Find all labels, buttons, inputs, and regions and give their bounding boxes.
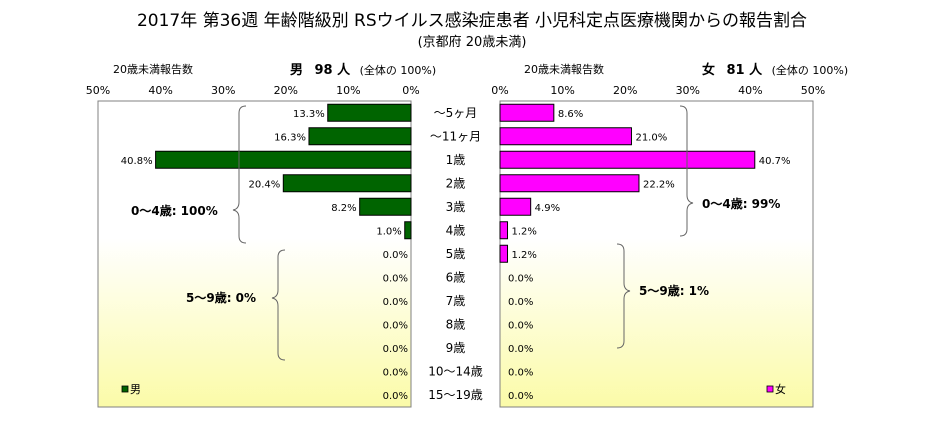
male-data-label: 20.4% — [249, 179, 281, 190]
female-data-label: 1.2% — [512, 226, 537, 237]
axis-ticks: 0% 0% 10% 10% 20% 20% 30% 30% 40% 40% 50% 50% — [86, 84, 825, 97]
female-header: 女 81 人 (全体の 100%) — [702, 59, 848, 78]
female-bracket-label-5-9: 5～9歳: 1% — [639, 283, 709, 298]
female-plot-area — [499, 100, 814, 408]
male-data-label: 13.3% — [293, 109, 325, 120]
male-bar — [282, 174, 412, 193]
male-bar — [359, 197, 412, 216]
category-label: 1歳 — [446, 153, 466, 167]
female-bracket-0-4 — [679, 105, 694, 237]
male-bar — [404, 221, 412, 240]
male-bar — [308, 127, 412, 146]
category-label: 7歳 — [446, 294, 466, 308]
male-bracket-label-0-4: 0～4歳: 100% — [131, 203, 218, 218]
male-data-label: 0.0% — [383, 320, 408, 331]
male-legend-swatch — [121, 385, 129, 393]
category-label: 6歳 — [446, 270, 466, 284]
male-tick-label: 0% — [402, 84, 419, 97]
male-gender-label: 男 — [290, 63, 304, 78]
female-legend-swatch — [766, 385, 774, 393]
male-tick-label: 20% — [274, 84, 298, 97]
male-total-note: (全体の 100%) — [359, 64, 437, 77]
female-data-label: 0.0% — [508, 297, 533, 308]
male-legend-label: 男 — [130, 383, 141, 396]
male-tick-label: 10% — [336, 84, 360, 97]
female-bar — [499, 174, 640, 193]
female-axis-caption: 20歳未満報告数 — [524, 63, 604, 76]
male-data-label: 0.0% — [383, 367, 408, 378]
female-data-label: 21.0% — [635, 132, 667, 143]
female-data-label: 0.0% — [508, 344, 533, 355]
male-bracket-label-5-9: 5～9歳: 0% — [186, 290, 256, 305]
chart-title: 2017年 第36週 年齢階級別 RSウイルス感染症患者 小児科定点医療機関から… — [136, 11, 808, 31]
category-label: ～11ヶ月 — [430, 129, 481, 143]
female-data-label: 22.2% — [643, 179, 675, 190]
category-label: 9歳 — [446, 341, 466, 355]
category-label: 10～14歳 — [428, 364, 483, 378]
male-data-label: 1.0% — [376, 226, 401, 237]
male-data-label: 8.2% — [331, 203, 356, 214]
female-count-label: 81 人 — [726, 63, 763, 78]
female-data-label: 0.0% — [508, 367, 533, 378]
female-bar — [499, 103, 555, 122]
female-bar — [499, 197, 532, 216]
female-tick-label: 30% — [676, 84, 700, 97]
male-axis-caption: 20歳未満報告数 — [113, 63, 193, 76]
male-bar — [155, 150, 412, 169]
category-label: 8歳 — [446, 317, 466, 331]
male-data-label: 40.8% — [121, 156, 153, 167]
male-data-label: 0.0% — [383, 273, 408, 284]
female-data-label: 0.0% — [508, 273, 533, 284]
male-data-label: 0.0% — [383, 391, 408, 402]
female-tick-label: 10% — [550, 84, 574, 97]
female-data-label: 8.6% — [558, 109, 583, 120]
male-tick-label: 50% — [86, 84, 110, 97]
category-label: 15～19歳 — [428, 388, 483, 402]
female-data-label: 0.0% — [508, 320, 533, 331]
male-bracket-0-4 — [232, 105, 247, 244]
female-bar — [499, 150, 756, 169]
female-tick-label: 40% — [738, 84, 762, 97]
female-data-label: 1.2% — [512, 250, 537, 261]
category-label: 5歳 — [446, 247, 466, 261]
chart-subtitle: (京都府 20歳未満) — [417, 35, 527, 50]
female-bar — [499, 244, 509, 263]
female-total-note: (全体の 100%) — [771, 64, 849, 77]
female-data-label: 0.0% — [508, 391, 533, 402]
male-tick-label: 40% — [148, 84, 172, 97]
male-bars: 13.3% 16.3% 40.8% 20.4% 8.2% 1.0% 0.0% 0.0% 0.0%… — [121, 103, 412, 402]
female-bracket-5-9 — [616, 243, 631, 349]
category-labels: ～5ヶ月 ～11ヶ月 1歳 2歳 3歳 4歳 5歳 6歳 7歳 8歳 9歳 10～14歳 15～19歳 — [428, 106, 483, 402]
male-data-label: 16.3% — [274, 132, 306, 143]
male-bracket-5-9 — [271, 249, 286, 361]
category-label: 3歳 — [446, 200, 466, 214]
male-data-label: 0.0% — [383, 344, 408, 355]
category-label: 2歳 — [446, 176, 466, 190]
category-label: 4歳 — [446, 223, 466, 237]
female-tick-label: 20% — [613, 84, 637, 97]
female-gender-label: 女 — [702, 63, 716, 78]
female-tick-label: 0% — [491, 84, 508, 97]
female-bar — [499, 127, 632, 146]
male-plot-area — [97, 100, 412, 408]
male-count-label: 98 人 — [314, 63, 351, 78]
female-legend-label: 女 — [775, 382, 786, 396]
male-bar — [327, 103, 412, 122]
female-bar — [499, 221, 509, 240]
male-tick-label: 30% — [211, 84, 235, 97]
female-data-label: 40.7% — [759, 156, 791, 167]
category-label: ～5ヶ月 — [434, 106, 478, 120]
female-tick-label: 50% — [801, 84, 825, 97]
female-bars: 8.6% 21.0% 40.7% 22.2% 4.9% 1.2% 1.2% 0.0% 0.0% 0… — [499, 103, 791, 402]
female-data-label: 4.9% — [535, 203, 560, 214]
female-bracket-label-0-4: 0～4歳: 99% — [702, 196, 780, 211]
male-data-label: 0.0% — [383, 297, 408, 308]
male-header: 男 98 人 (全体の 100%) — [290, 59, 436, 78]
male-data-label: 0.0% — [383, 250, 408, 261]
